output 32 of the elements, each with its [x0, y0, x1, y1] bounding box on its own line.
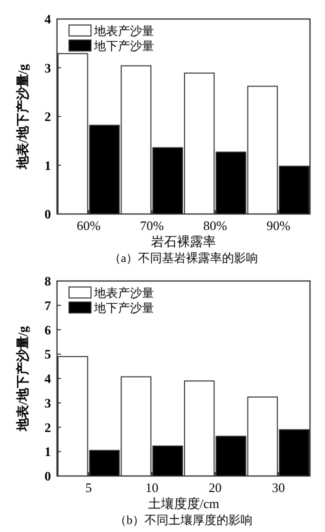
y-tick-label: 5	[44, 346, 52, 362]
legend-label: 地下产沙量	[93, 39, 154, 53]
y-tick-label: 2	[44, 109, 51, 124]
legend-label: 地下产沙量	[93, 301, 154, 315]
y-tick-label: 4	[44, 12, 52, 27]
y-tick-label: 3	[44, 60, 52, 76]
legend-label: 地表产沙量	[93, 286, 154, 300]
legend-label: 地表产沙量	[93, 24, 154, 38]
y-tick-label: 2	[44, 420, 51, 435]
text: （a）不同基岩裸露率的影响	[108, 251, 258, 265]
x-tick-label: 10	[145, 480, 158, 495]
y-tick-label: 1	[44, 444, 51, 460]
x-tick-label: 70%	[140, 218, 164, 233]
y-tick-label: 1	[44, 158, 51, 173]
x-tick-label: 60%	[76, 218, 101, 233]
y-tick-label: 7	[44, 298, 52, 313]
x-tick-label: 20	[208, 480, 222, 495]
text: （b）不同土壤厚度的影响	[114, 513, 252, 527]
y-tick-label: 3	[44, 395, 52, 410]
x-axis-title: 岩石裸露率	[151, 234, 216, 249]
y-tick-label: 4	[44, 371, 52, 386]
x-tick-label: 5	[85, 480, 92, 495]
x-axis-title: 土壤度度/cm	[148, 496, 220, 511]
x-tick-label: 80%	[203, 218, 228, 233]
x-tick-label: 30	[272, 480, 285, 495]
y-axis-title: 地表/地下产沙量/g	[15, 326, 30, 432]
y-tick-label: 0	[44, 206, 51, 222]
x-tick-label: 90%	[266, 218, 290, 233]
y-tick-label: 8	[44, 274, 52, 289]
y-tick-label: 0	[44, 468, 51, 484]
y-axis-title: 地表/地下产沙量/g	[15, 64, 30, 170]
y-tick-label: 6	[44, 322, 52, 338]
